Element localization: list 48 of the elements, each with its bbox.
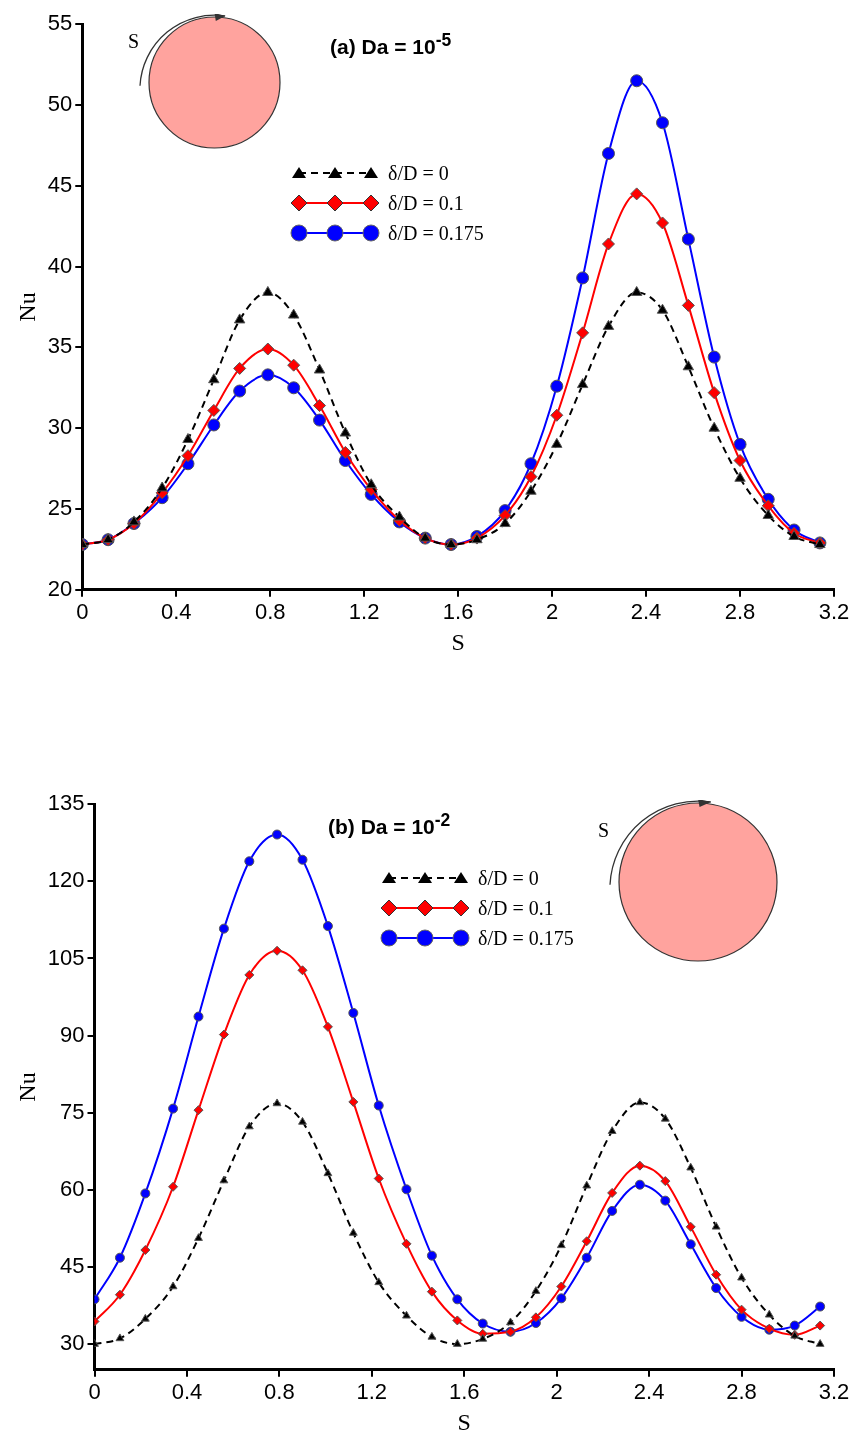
annotation: S [128, 29, 140, 53]
y-tick-label: 120 [47, 867, 85, 893]
y-tick-label: 30 [47, 414, 73, 440]
x-tick-label: 2.8 [726, 1379, 757, 1405]
x-tick-label: 2.4 [630, 599, 662, 625]
legend-label: δ/D = 0.175 [478, 926, 574, 950]
y-tick-label: 105 [47, 944, 85, 970]
x-tick-label: 2.4 [633, 1379, 665, 1405]
x-tick-label: 0.8 [254, 599, 286, 625]
y-tick-label: 35 [47, 333, 73, 359]
x-tick-label: 3.2 [818, 1379, 850, 1405]
y-tick-label: 30 [60, 1330, 85, 1356]
y-tick-label: 75 [60, 1098, 85, 1124]
y-tick-label: 55 [47, 10, 73, 36]
y-tick-label: 90 [60, 1021, 85, 1047]
x-tick-label: 0.8 [264, 1379, 295, 1405]
legend-label: δ/D = 0.1 [478, 896, 554, 920]
y-axis-title: Nu [13, 292, 40, 322]
x-tick-label: 2 [550, 1379, 563, 1405]
y-tick-label: 45 [47, 171, 73, 197]
legend-label: δ/D = 0 [388, 161, 449, 185]
x-tick-label: 1.2 [348, 599, 380, 625]
y-tick-label: 25 [47, 495, 73, 521]
x-tick-label: 2.8 [724, 599, 756, 625]
y-axis-title: Nu [13, 1072, 40, 1102]
x-tick-label: 0 [76, 599, 89, 625]
x-tick-label: 1.6 [442, 599, 474, 625]
y-tick-label: 50 [47, 91, 73, 117]
x-axis-title: S [457, 1408, 471, 1435]
x-tick-label: 0.4 [160, 599, 192, 625]
legend-label: δ/D = 0.1 [388, 191, 464, 215]
chart-title: (a) Da = 10$^{-5}$ [330, 30, 452, 59]
y-tick-label: 135 [47, 790, 85, 816]
x-tick-label: 1.6 [448, 1379, 480, 1405]
y-tick-label: 40 [47, 252, 73, 278]
legend-label: δ/D = 0 [478, 866, 539, 890]
chart-title: (b) Da = 10$^{-2}$ [328, 810, 451, 839]
y-tick-label: 45 [60, 1253, 85, 1279]
annotation: S [598, 819, 610, 843]
y-tick-label: 60 [60, 1175, 85, 1201]
x-tick-label: 2 [545, 599, 559, 625]
y-tick-label: 20 [47, 575, 73, 601]
x-tick-label: 3.2 [818, 599, 850, 625]
legend-label: δ/D = 0.175 [388, 221, 484, 245]
x-tick-label: 0 [88, 1379, 101, 1405]
x-tick-label: 1.2 [356, 1379, 388, 1405]
x-tick-label: 0.4 [171, 1379, 203, 1405]
x-axis-title: S [451, 628, 465, 655]
